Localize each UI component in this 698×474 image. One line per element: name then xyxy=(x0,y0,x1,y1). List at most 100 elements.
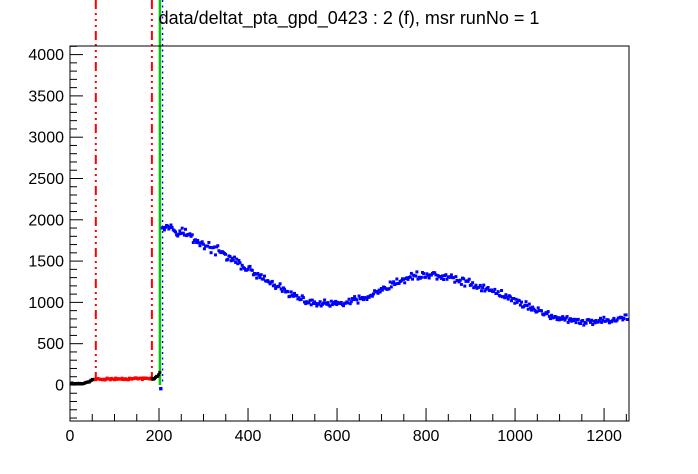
data-point xyxy=(536,306,540,310)
y-tick-label: 2000 xyxy=(28,212,64,229)
data-point xyxy=(506,297,510,301)
data-point xyxy=(482,283,486,287)
data-point xyxy=(395,277,399,281)
data-point xyxy=(295,293,299,297)
axis-ticks-layer xyxy=(69,45,627,421)
data-point xyxy=(492,290,496,293)
x-tick-label: 800 xyxy=(413,428,440,445)
data-point xyxy=(434,273,438,277)
data-point xyxy=(267,280,271,284)
data-point xyxy=(433,271,437,275)
plot-frame xyxy=(69,45,630,422)
axis-labels-layer: 0 200 400 600 800 1000 1200 0 500 1000 1500 2000 250… xyxy=(28,47,622,445)
data-point xyxy=(526,307,530,311)
data-point xyxy=(416,277,420,281)
data-point xyxy=(397,281,401,285)
data-point xyxy=(581,319,585,322)
data-point xyxy=(525,304,529,307)
data-point xyxy=(355,298,359,302)
data-point xyxy=(194,238,197,242)
data-point xyxy=(517,299,521,303)
data-point xyxy=(545,312,549,316)
data-point xyxy=(291,294,295,298)
data-point xyxy=(513,301,517,305)
data-point xyxy=(445,277,449,281)
data-point xyxy=(303,300,306,304)
data-point xyxy=(197,241,201,245)
data-point xyxy=(515,300,519,304)
y-tick-label: 1000 xyxy=(28,295,64,312)
data-point xyxy=(240,263,244,267)
chart-title: data/deltat_pta_gpd_0423 : 2 (f), msr ru… xyxy=(159,8,540,29)
data-point xyxy=(180,226,184,230)
data-point xyxy=(387,287,391,291)
data-point xyxy=(394,282,398,286)
data-point xyxy=(300,294,304,298)
data-point xyxy=(372,292,375,296)
data-point xyxy=(624,313,628,317)
data-point xyxy=(590,318,594,322)
data-point xyxy=(600,320,604,324)
data-point xyxy=(307,301,311,305)
marker-vlines-layer xyxy=(94,0,164,385)
y-tick-label: 3000 xyxy=(28,130,64,147)
data-point xyxy=(335,303,339,306)
data-point xyxy=(439,276,443,280)
data-point xyxy=(388,280,392,284)
y-tick-label: 4000 xyxy=(28,47,64,64)
data-point xyxy=(438,275,442,278)
data-point xyxy=(352,298,355,302)
data-point xyxy=(505,295,509,299)
data-point xyxy=(174,230,177,234)
data-point xyxy=(224,252,227,256)
data-point xyxy=(523,303,527,307)
data-point xyxy=(380,288,384,292)
data-point xyxy=(278,282,282,286)
data-point xyxy=(587,318,591,322)
data-point xyxy=(301,296,305,300)
data-point xyxy=(191,241,195,244)
data-point xyxy=(270,279,274,283)
data-point xyxy=(477,285,481,289)
data-point xyxy=(157,373,161,377)
data-point xyxy=(248,264,252,268)
data-point xyxy=(563,318,567,322)
data-point xyxy=(500,289,503,292)
data-point xyxy=(208,245,212,249)
data-point xyxy=(236,262,240,266)
data-point xyxy=(593,321,597,325)
data-point xyxy=(453,280,457,284)
data-point xyxy=(448,275,452,279)
data-point xyxy=(601,318,605,322)
data-point xyxy=(332,300,335,304)
data-point xyxy=(239,267,243,271)
data-point xyxy=(415,270,419,274)
data-point xyxy=(214,253,217,257)
data-point xyxy=(469,283,473,287)
data-point xyxy=(348,302,352,306)
data-point xyxy=(375,290,379,293)
data-point xyxy=(560,317,564,321)
data-point xyxy=(399,279,403,283)
data-point xyxy=(573,317,577,321)
data-point xyxy=(611,318,615,322)
data-point xyxy=(540,309,543,313)
data-point xyxy=(452,276,456,280)
series-raw-histogram-early-black xyxy=(70,377,97,386)
data-series-layer xyxy=(70,223,629,391)
data-point xyxy=(286,290,290,294)
data-point xyxy=(182,233,186,237)
y-tick-label: 500 xyxy=(37,336,64,353)
data-point xyxy=(277,284,281,288)
data-point xyxy=(209,251,213,255)
data-point xyxy=(504,293,508,297)
data-point xyxy=(170,226,174,229)
data-point xyxy=(169,223,173,227)
data-point xyxy=(274,286,278,290)
data-point xyxy=(364,296,368,300)
data-point xyxy=(574,321,578,325)
data-point xyxy=(283,287,286,291)
data-point xyxy=(360,296,364,299)
data-point xyxy=(599,316,602,320)
